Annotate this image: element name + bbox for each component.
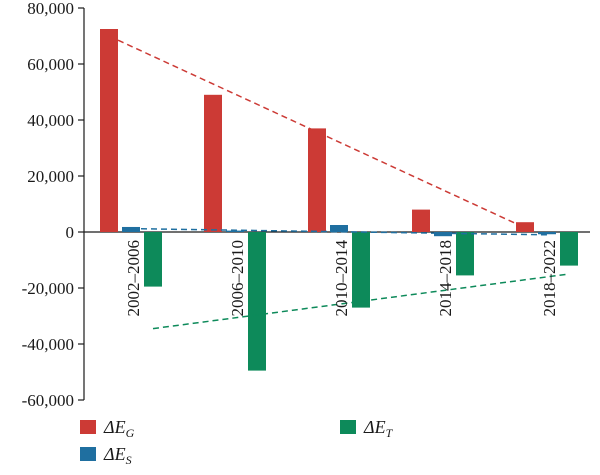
category-label: 2018–2022 bbox=[540, 240, 559, 317]
trendline-g bbox=[108, 35, 526, 229]
legend-swatch-g bbox=[80, 420, 96, 434]
category-label: 2002–2006 bbox=[124, 240, 143, 317]
bar-s-4 bbox=[538, 232, 556, 235]
category-label: 2010–2014 bbox=[332, 240, 351, 317]
category-label: 2006–2010 bbox=[228, 240, 247, 317]
legend: ΔEG ΔES ΔET bbox=[80, 417, 394, 467]
bar-s-2 bbox=[330, 225, 348, 232]
legend-label-s: ΔES bbox=[103, 444, 132, 467]
bar-g-1 bbox=[204, 94, 222, 232]
bar-t-0 bbox=[144, 232, 162, 287]
bar-g-3 bbox=[412, 209, 430, 232]
y-tick-label: 80,000 bbox=[27, 0, 74, 18]
bar-g-2 bbox=[308, 128, 326, 232]
bar-t-4 bbox=[560, 232, 578, 266]
y-tick-label: 40,000 bbox=[27, 111, 74, 130]
category-labels: 2002–2006 2006–2010 2010–2014 2014–2018 2018… bbox=[124, 240, 559, 317]
category-label: 2014–2018 bbox=[436, 240, 455, 317]
y-tick-label: 20,000 bbox=[27, 167, 74, 186]
bar-t-3 bbox=[456, 232, 474, 276]
y-tick-label: -40,000 bbox=[22, 335, 74, 354]
legend-label-t: ΔET bbox=[363, 417, 394, 440]
bar-s-3 bbox=[434, 232, 452, 237]
y-tick-label: -60,000 bbox=[22, 391, 74, 410]
y-axis: 80,000 60,000 40,000 20,000 0 -20,000 -40,000 -… bbox=[22, 0, 85, 410]
bar-s-0 bbox=[122, 226, 140, 232]
y-tick-label: 0 bbox=[66, 223, 75, 242]
bar-g-0 bbox=[100, 29, 118, 232]
y-tick-label: 60,000 bbox=[27, 55, 74, 74]
bar-t-1 bbox=[248, 232, 266, 371]
y-tick-label: -20,000 bbox=[22, 279, 74, 298]
legend-swatch-t bbox=[340, 420, 356, 434]
bar-g-4 bbox=[516, 222, 534, 232]
bars bbox=[100, 29, 578, 371]
bar-t-2 bbox=[352, 232, 370, 308]
trendlines bbox=[108, 35, 570, 330]
legend-swatch-s bbox=[80, 447, 96, 461]
bar-s-1 bbox=[226, 230, 244, 232]
legend-label-g: ΔEG bbox=[103, 417, 135, 440]
